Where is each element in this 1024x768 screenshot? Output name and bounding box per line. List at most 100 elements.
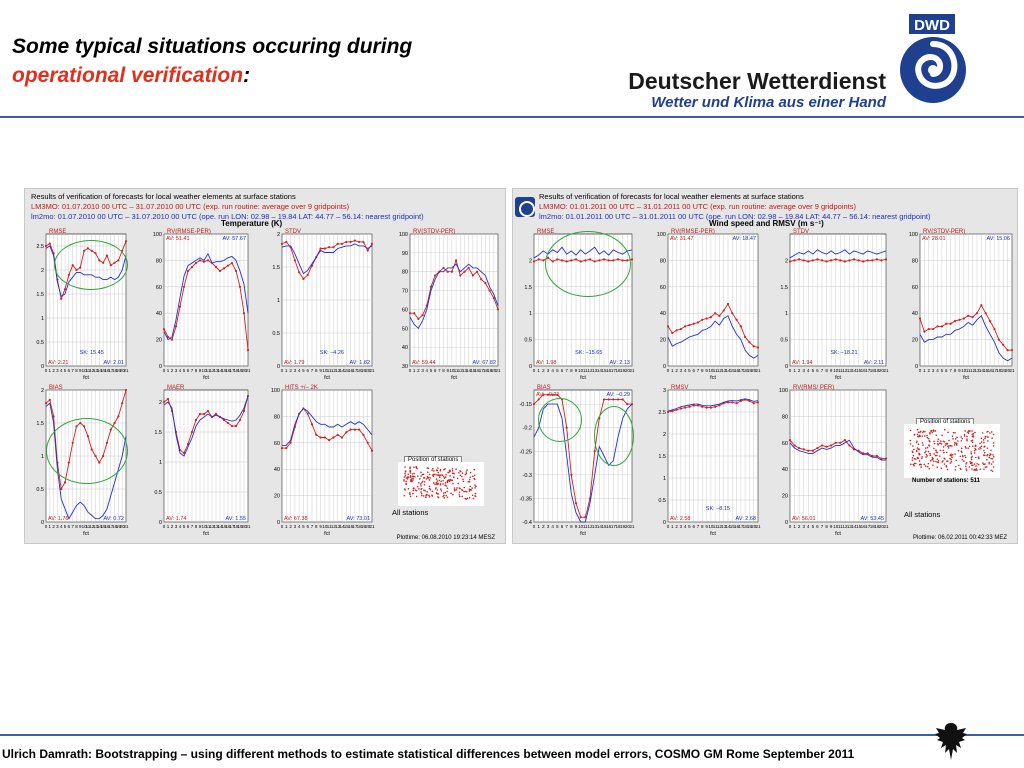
x-tick-label: 10 <box>833 368 839 373</box>
x-tick-label: 16 <box>861 524 867 529</box>
station-dot <box>971 435 974 438</box>
series-point <box>358 240 361 244</box>
series-point <box>848 444 851 447</box>
x-tick-label: 7 <box>71 368 74 373</box>
station-dot <box>439 483 442 485</box>
series-point <box>446 270 449 273</box>
station-dot <box>983 445 986 448</box>
x-tick-label: 16 <box>988 368 994 373</box>
station-dot <box>915 450 918 453</box>
series-point <box>621 398 624 401</box>
station-dot <box>976 469 978 472</box>
station-dot <box>992 456 995 458</box>
station-dot <box>954 469 957 471</box>
station-dot <box>966 431 969 434</box>
x-axis-label: fct <box>451 375 457 381</box>
station-dot <box>956 436 958 439</box>
plot-frame <box>163 233 249 367</box>
series-point <box>182 285 186 288</box>
station-dot <box>436 473 438 476</box>
series-line <box>281 243 373 275</box>
station-dot <box>964 430 966 432</box>
station-dot <box>919 435 921 437</box>
series-point <box>488 289 491 292</box>
station-dot <box>428 487 431 490</box>
header-divider <box>0 116 1024 118</box>
y-tick-label: 0 <box>915 364 918 370</box>
x-tick-label: 0 <box>789 524 792 529</box>
station-dot <box>919 431 921 434</box>
x-tick-label: 18 <box>112 368 118 373</box>
station-dot <box>432 467 434 470</box>
station-dot <box>916 447 919 449</box>
panel-header-ref: lm2mo: 01.01.2011 00 UTC – 31.01.2011 00… <box>539 212 931 221</box>
x-tick-label: 4 <box>807 524 810 529</box>
x-tick-label: 12 <box>331 368 337 373</box>
x-tick-label: 14 <box>217 368 223 373</box>
series-point <box>739 399 742 403</box>
station-dot <box>409 466 411 468</box>
x-axis-label: fct <box>83 531 89 537</box>
station-dot <box>446 481 449 484</box>
series-point <box>675 329 678 332</box>
station-dot <box>422 473 425 476</box>
station-dot <box>972 432 974 435</box>
station-dot <box>943 463 946 465</box>
station-dot <box>915 462 917 465</box>
station-dot <box>913 457 916 460</box>
station-dot <box>472 475 474 478</box>
x-tick-label: 15 <box>601 368 607 373</box>
series-point <box>940 325 944 328</box>
series-point <box>413 312 416 315</box>
x-tick-label: 19 <box>620 524 626 529</box>
x-tick-label: 1 <box>537 368 540 373</box>
station-dot <box>945 442 947 445</box>
x-tick-label: 0 <box>281 368 284 373</box>
series-point <box>722 309 725 312</box>
station-dot <box>445 473 447 476</box>
station-dot <box>469 471 472 474</box>
station-dot <box>415 495 418 498</box>
station-dot <box>438 479 441 482</box>
station-dot <box>929 460 932 462</box>
x-tick-label: 6 <box>306 368 309 373</box>
x-tick-label: 19 <box>874 368 880 373</box>
y-tick-label: 80 <box>402 270 408 276</box>
station-dot <box>948 439 950 442</box>
x-tick-label: 20 <box>491 368 497 373</box>
series-point <box>788 439 792 442</box>
station-dot <box>975 465 977 467</box>
station-dot <box>909 439 912 442</box>
station-dot <box>918 453 920 456</box>
series-point <box>843 439 846 442</box>
series-point <box>302 277 305 280</box>
y-tick-label: 1.5 <box>36 421 44 427</box>
station-dot <box>923 463 926 466</box>
station-dot <box>992 445 995 447</box>
y-tick-label: 1 <box>41 454 44 460</box>
x-tick-label: 12 <box>970 368 976 373</box>
series-point <box>839 441 842 444</box>
series-point <box>323 436 326 439</box>
series-point <box>752 402 755 405</box>
station-dot <box>427 467 430 470</box>
x-tick-label: 19 <box>237 368 243 373</box>
station-dot <box>937 444 940 446</box>
series-line <box>282 407 373 446</box>
station-dot <box>935 449 937 452</box>
series-point <box>688 405 691 408</box>
station-dot <box>409 467 411 470</box>
x-tick-label: 20 <box>241 524 247 529</box>
x-tick-label: 17 <box>352 368 358 373</box>
y-tick-label: 20 <box>156 338 162 344</box>
x-tick-label: 21 <box>883 368 889 373</box>
station-dot <box>439 468 442 471</box>
x-tick-label: 8 <box>195 524 198 529</box>
station-dot <box>932 460 935 462</box>
x-tick-label: 3 <box>802 368 805 373</box>
station-dot <box>920 463 923 466</box>
station-dot <box>448 479 450 481</box>
series-point <box>739 325 742 328</box>
x-tick-label: 20 <box>625 524 631 529</box>
station-dot <box>979 442 981 445</box>
